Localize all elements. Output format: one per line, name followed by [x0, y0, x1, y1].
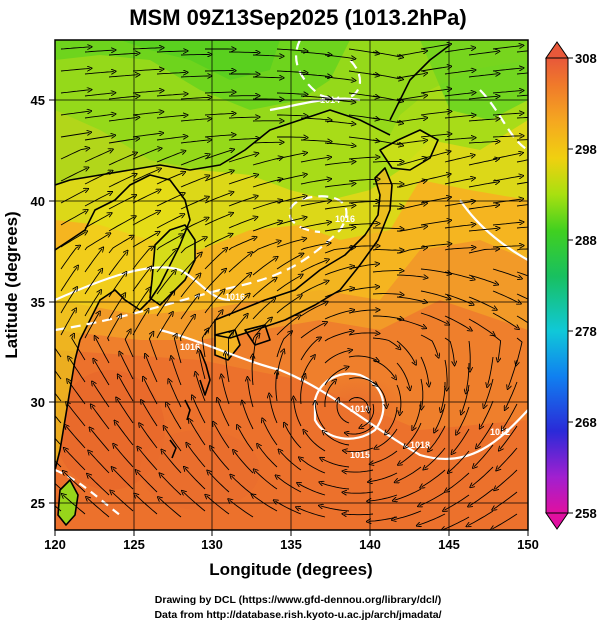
- isobar-label: 1016: [180, 342, 200, 352]
- isobar-label: 1016: [225, 292, 245, 302]
- colorbar-label: 268: [575, 415, 597, 430]
- colorbar-label: 288: [575, 233, 597, 248]
- x-tick-label: 120: [44, 537, 66, 552]
- colorbar-scale: [546, 58, 568, 513]
- isobar-label: 1012: [490, 427, 510, 437]
- plot-area: 1014 1016 1016 1018 1015 1016 1010 1012: [39, 40, 546, 530]
- map-title: MSM 09Z13Sep2025 (1013.2hPa): [129, 5, 467, 30]
- y-tick-label: 30: [31, 395, 45, 410]
- colorbar: 308 298 288 278 268 258: [546, 42, 597, 529]
- y-tick-label: 45: [31, 93, 45, 108]
- colorbar-min-arrow: [546, 513, 568, 529]
- credit-data: Data from http://database.rish.kyoto-u.a…: [154, 609, 441, 621]
- colorbar-label: 308: [575, 51, 597, 66]
- x-tick-label: 145: [438, 537, 460, 552]
- colorbar-max-arrow: [546, 42, 568, 58]
- colorbar-label: 298: [575, 142, 597, 157]
- streamline: [373, 162, 402, 163]
- isobar-label: 1018: [410, 440, 430, 450]
- x-axis-title: Longitude (degrees): [209, 560, 372, 579]
- y-tick-label: 40: [31, 194, 45, 209]
- y-axis: 45 40 35 30 25 Latitude (degrees): [2, 93, 55, 511]
- y-tick-label: 25: [31, 496, 45, 511]
- streamline: [181, 54, 210, 55]
- x-tick-label: 125: [123, 537, 145, 552]
- x-axis: 120 125 130 135 140 145 150 Longitude (d…: [44, 530, 539, 579]
- x-tick-label: 130: [201, 537, 223, 552]
- isobar-label: 1016: [335, 214, 355, 224]
- y-axis-title: Latitude (degrees): [2, 211, 21, 358]
- x-tick-label: 150: [517, 537, 539, 552]
- colorbar-label: 258: [575, 506, 597, 521]
- x-tick-label: 140: [359, 537, 381, 552]
- x-tick-label: 135: [280, 537, 302, 552]
- isobar-label: 1010: [350, 404, 370, 414]
- colorbar-label: 278: [575, 324, 597, 339]
- credit-drawing: Drawing by DCL (https://www.gfd-dennou.o…: [155, 594, 441, 606]
- y-tick-label: 35: [31, 295, 45, 310]
